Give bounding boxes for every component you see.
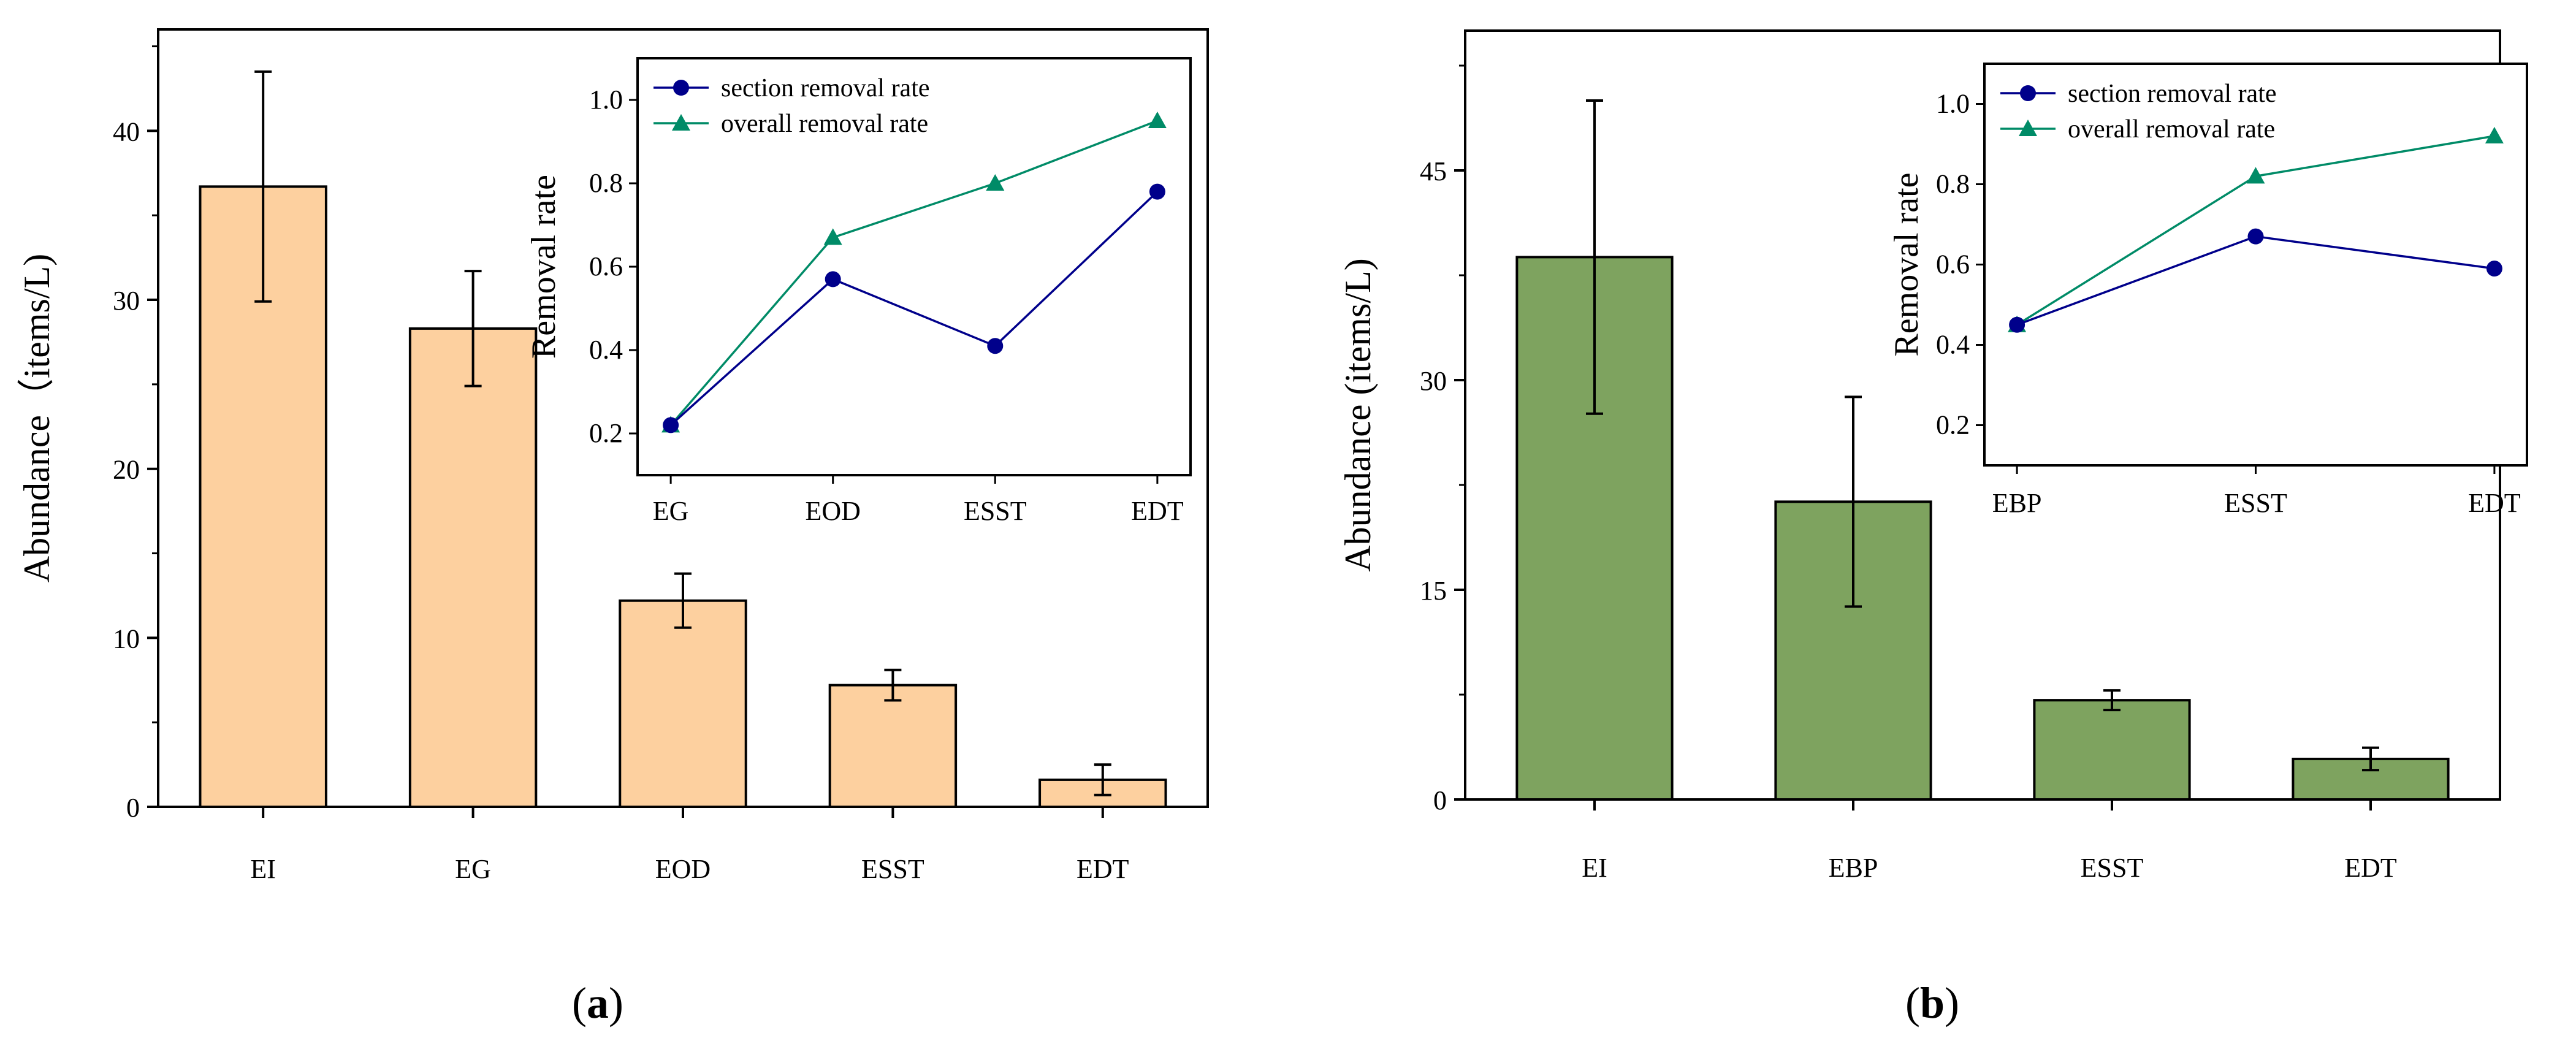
legend-marker-circle — [673, 80, 689, 96]
panel-label-letter: b — [1920, 978, 1945, 1028]
legend-label: section removal rate — [721, 74, 930, 102]
inset-frame — [636, 57, 1192, 476]
y-tick-label: 45 — [1420, 156, 1447, 186]
legend-label: overall removal rate — [721, 110, 928, 138]
plot-frame — [157, 28, 1209, 808]
inset-series-line — [669, 191, 1159, 426]
inset-y-tick-label: 0.4 — [589, 335, 623, 365]
bar — [408, 327, 538, 808]
panel-label-letter: a — [587, 978, 609, 1028]
x-tick-label: EG — [455, 854, 491, 884]
panel-label-close-paren: ) — [609, 978, 623, 1028]
inset-x-tick-label: ESST — [2224, 488, 2287, 518]
bar — [2033, 699, 2191, 801]
inset-y-tick-label: 0.4 — [1936, 330, 1970, 360]
panel-label-open-paren: ( — [572, 978, 587, 1028]
inset-y-tick-label: 0.8 — [589, 168, 623, 198]
inset-point-triangle — [2485, 126, 2504, 143]
legend-marker-circle — [2020, 85, 2036, 101]
inset-x-tick-label: EDT — [2468, 488, 2521, 518]
y-tick-label: 0 — [1433, 785, 1447, 815]
inset-x-tick-label: EOD — [805, 496, 860, 526]
inset-y-tick-label: 0.2 — [589, 418, 623, 448]
inset-y-tick-label: 0.2 — [1936, 410, 1970, 440]
y-tick-label: 40 — [113, 116, 140, 147]
inset-y-tick-label: 0.6 — [1936, 250, 1970, 280]
y-tick-label: 30 — [1420, 366, 1447, 396]
y-tick-label: 10 — [113, 624, 140, 654]
panel-label-open-paren: ( — [1905, 978, 1920, 1028]
inset-series-line — [669, 120, 1158, 426]
legend-label: overall removal rate — [2068, 115, 2275, 143]
inset-frame — [1983, 63, 2528, 467]
panel-label-close-paren: ) — [1945, 978, 1959, 1028]
y-axis-label: Abundance（items/L) — [17, 254, 57, 583]
inset-point-triangle — [986, 174, 1005, 191]
panel-label: (b) — [1905, 978, 1959, 1028]
y-tick-label: 30 — [113, 286, 140, 316]
inset-point-circle — [1149, 183, 1165, 200]
inset-point-circle — [825, 271, 841, 288]
inset-y-tick-label: 0.6 — [589, 251, 623, 281]
inset-point-circle — [2486, 261, 2502, 277]
inset-point-circle — [663, 417, 679, 433]
panel-label: (a) — [572, 978, 623, 1028]
inset-x-tick-label: EBP — [1992, 488, 2042, 518]
y-tick-label: 0 — [126, 793, 140, 823]
legend-label: section removal rate — [2068, 80, 2277, 108]
x-tick-label: EI — [250, 854, 276, 884]
x-tick-label: EBP — [1829, 853, 1878, 883]
legend-marker-triangle — [2019, 120, 2037, 136]
inset-x-tick-label: EDT — [1131, 496, 1184, 526]
inset-point-triangle — [1148, 112, 1167, 128]
x-tick-label: EDT — [1077, 854, 1129, 884]
x-tick-label: ESST — [2081, 853, 2144, 883]
legend-marker-triangle — [672, 114, 690, 131]
x-tick-label: EDT — [2344, 853, 2397, 883]
bar — [619, 599, 747, 808]
inset-point-circle — [2247, 228, 2264, 245]
panel-a: EI EG EOD ESST EDT 0 10 20 30 40 Abundance（items/L… — [17, 28, 1209, 1028]
inset-x-tick-label: ESST — [964, 496, 1027, 526]
inset-point-circle — [987, 338, 1004, 354]
inset-x-tick-label: EG — [653, 496, 689, 526]
inset-point-triangle — [2246, 167, 2265, 184]
inset-y-tick-label: 0.8 — [1936, 169, 1970, 199]
y-tick-label: 20 — [113, 455, 140, 485]
inset-point-circle — [2009, 316, 2025, 333]
inset-y-tick-label: 1.0 — [1936, 89, 1970, 119]
x-tick-label: ESST — [861, 854, 924, 884]
bar — [828, 684, 958, 808]
inset-y-tick-label: 1.0 — [589, 85, 623, 115]
panel-b: EI EBP ESST EDT 0 15 30 45 Abundance (items/L) 0.… — [1338, 29, 2528, 1028]
inset-y-axis-label: Removal rate — [525, 175, 563, 359]
inset-point-triangle — [823, 228, 842, 245]
y-axis-label: Abundance (items/L) — [1338, 258, 1378, 572]
x-tick-label: EI — [1582, 853, 1607, 883]
inset-y-axis-label: Removal rate — [1888, 172, 1926, 356]
y-tick-label: 15 — [1420, 576, 1447, 606]
x-tick-label: EOD — [655, 854, 711, 884]
